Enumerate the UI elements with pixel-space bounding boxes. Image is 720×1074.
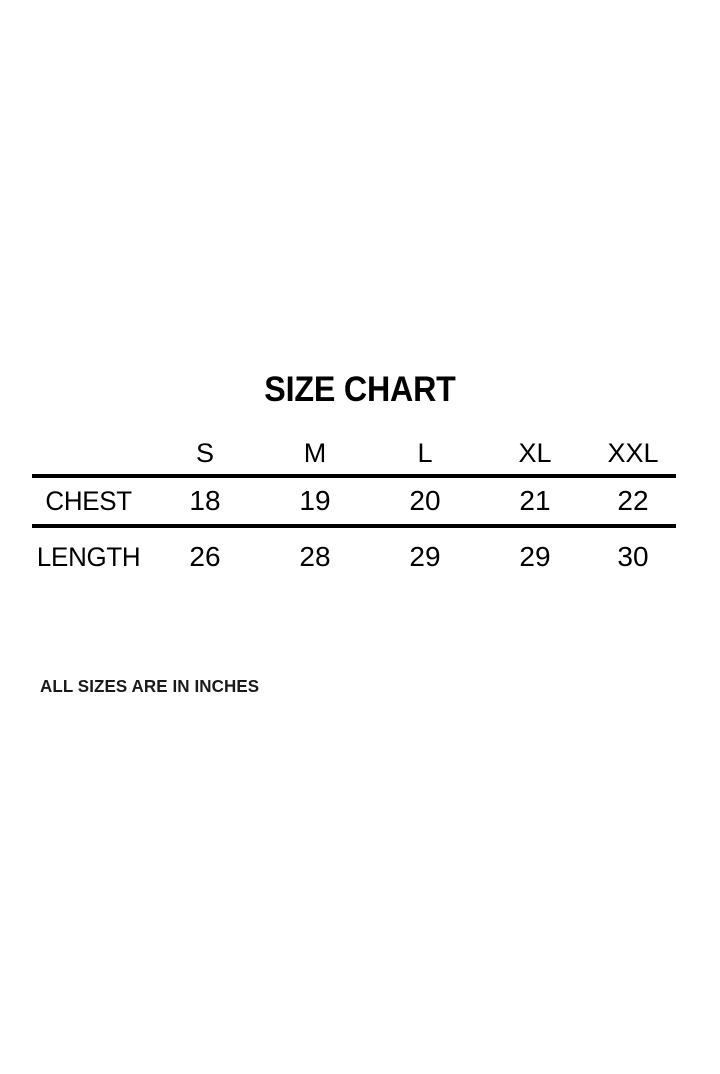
cell-length-xxl: 30	[617, 541, 649, 572]
horizontal-rule	[32, 474, 676, 478]
size-chart-table: S M L XL XXL CHEST 18 19 20 21 22	[32, 432, 676, 580]
page-title: SIZE CHART	[264, 370, 456, 409]
column-header-m: M	[303, 438, 327, 468]
cell-length-s: 26	[189, 541, 221, 572]
cell-length-xl: 29	[519, 541, 551, 572]
table-row: CHEST 18 19 20 21 22	[32, 478, 676, 524]
row-label-chest: CHEST	[45, 486, 132, 516]
cell-chest-m: 19	[299, 485, 331, 516]
cell-chest-xxl: 22	[617, 485, 649, 516]
column-header-xxl: XXL	[607, 438, 659, 468]
cell-chest-s: 18	[189, 485, 221, 516]
table-header-row: S M L XL XXL	[32, 432, 676, 474]
column-header-s: S	[195, 438, 214, 468]
table-row: LENGTH 26 28 29 29 30	[32, 534, 676, 580]
column-header-l: L	[417, 438, 433, 468]
table-rule-top	[32, 474, 676, 478]
column-header-xl: XL	[518, 438, 552, 468]
rule-middle-cell	[32, 524, 676, 528]
cell-chest-xl: 21	[519, 485, 551, 516]
units-note: ALL SIZES ARE IN INCHES	[40, 676, 260, 696]
rule-top-cell	[32, 474, 676, 478]
cell-length-m: 28	[299, 541, 331, 572]
horizontal-rule	[32, 524, 676, 528]
header-corner-cell	[32, 432, 150, 474]
row-label-length: LENGTH	[36, 542, 141, 572]
cell-chest-l: 20	[409, 485, 441, 516]
table-rule-middle	[32, 524, 676, 528]
cell-length-l: 29	[409, 541, 441, 572]
